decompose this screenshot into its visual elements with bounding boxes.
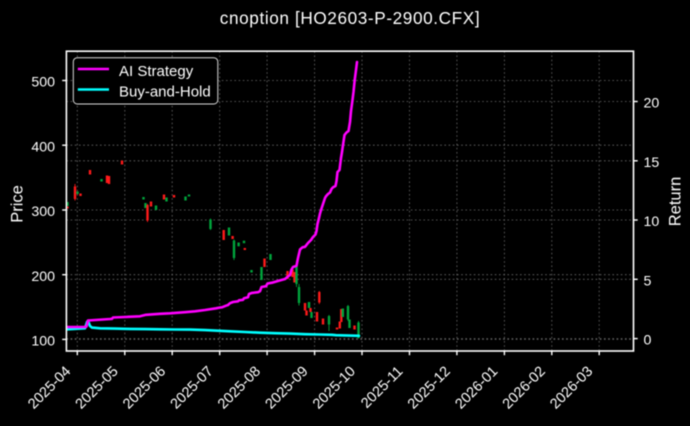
- svg-text:500: 500: [31, 75, 55, 91]
- svg-text:15: 15: [644, 155, 660, 171]
- svg-text:Buy-and-Hold: Buy-and-Hold: [119, 84, 211, 101]
- svg-text:Return: Return: [667, 177, 685, 227]
- svg-text:200: 200: [31, 269, 55, 285]
- svg-text:400: 400: [31, 139, 55, 155]
- svg-text:20: 20: [644, 96, 660, 112]
- svg-text:cnoption [HO2603-P-2900.CFX]: cnoption [HO2603-P-2900.CFX]: [220, 8, 480, 28]
- svg-text:5: 5: [644, 273, 652, 289]
- svg-text:10: 10: [644, 214, 660, 230]
- svg-text:100: 100: [31, 334, 55, 350]
- svg-text:300: 300: [31, 204, 55, 220]
- svg-text:Price: Price: [9, 185, 27, 223]
- svg-text:AI Strategy: AI Strategy: [119, 63, 194, 80]
- svg-text:0: 0: [644, 333, 652, 349]
